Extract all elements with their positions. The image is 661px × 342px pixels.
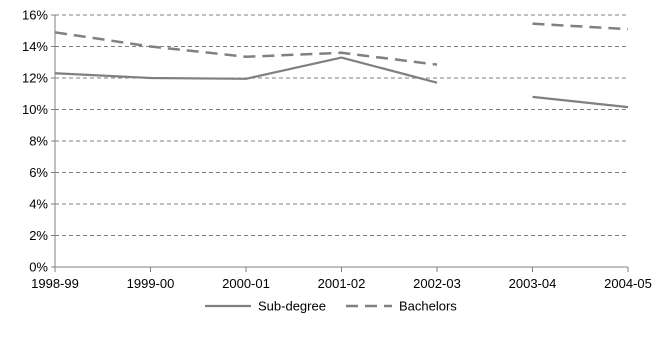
y-tick-labels: 0% 2% 4% 6% 8% 10% 12% 14% 16% — [22, 8, 48, 275]
legend: Sub-degree Bachelors — [205, 299, 457, 314]
series-line-segment — [532, 22, 629, 31]
y-tick-label: 4% — [29, 197, 48, 212]
y-tick-label: 16% — [22, 8, 48, 23]
x-tick-label: 1998-99 — [31, 276, 79, 291]
series-line-segment — [54, 56, 438, 84]
axes — [51, 14, 629, 272]
x-tick-label: 2003-04 — [509, 276, 557, 291]
y-tick-label: 12% — [22, 71, 48, 86]
series-line-segment — [54, 31, 438, 66]
x-tick-label: 1999-00 — [127, 276, 175, 291]
legend-label: Sub-degree — [258, 299, 326, 314]
x-tick-label: 2000-01 — [222, 276, 270, 291]
x-tick-label: 2004-05 — [604, 276, 652, 291]
x-tick-label: 2002-03 — [413, 276, 461, 291]
series-lines — [54, 22, 629, 109]
y-tick-label: 2% — [29, 228, 48, 243]
x-tick-labels: 1998-99 1999-00 2000-01 2001-02 2002-03 2003-… — [31, 276, 652, 291]
gridlines — [55, 14, 628, 236]
series-line-segment — [532, 95, 629, 109]
y-tick-label: 8% — [29, 134, 48, 149]
series-bachelors — [54, 22, 629, 66]
y-tick-label: 10% — [22, 102, 48, 117]
y-tick-label: 6% — [29, 165, 48, 180]
legend-label: Bachelors — [399, 299, 457, 314]
series-sub-degree — [54, 56, 629, 109]
x-tick-label: 2001-02 — [318, 276, 366, 291]
y-tick-label: 14% — [22, 39, 48, 54]
y-tick-label: 0% — [29, 260, 48, 275]
